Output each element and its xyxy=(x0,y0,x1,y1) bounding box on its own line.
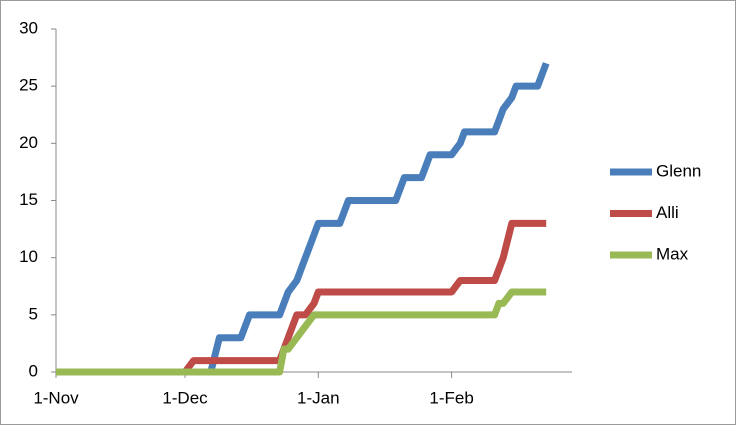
series-line xyxy=(56,288,547,376)
y-tick-label: 10 xyxy=(19,247,38,266)
x-tick-label: 1-Nov xyxy=(33,388,79,407)
y-tick-label: 0 xyxy=(29,361,38,380)
series-line xyxy=(56,62,550,376)
x-tick-label: 1-Jan xyxy=(297,388,340,407)
x-tick-label: 1-Dec xyxy=(162,388,208,407)
y-tick-label: 25 xyxy=(19,76,38,95)
y-tick-label: 30 xyxy=(19,18,38,37)
legend-label: Glenn xyxy=(656,161,701,180)
y-tick-label: 20 xyxy=(19,133,38,152)
y-tick-label: 5 xyxy=(29,304,38,323)
series-line xyxy=(56,219,547,376)
x-tick-label: 1-Feb xyxy=(429,388,473,407)
legend-label: Alli xyxy=(656,203,679,222)
legend-label: Max xyxy=(656,244,689,263)
y-tick-label: 15 xyxy=(19,190,38,209)
